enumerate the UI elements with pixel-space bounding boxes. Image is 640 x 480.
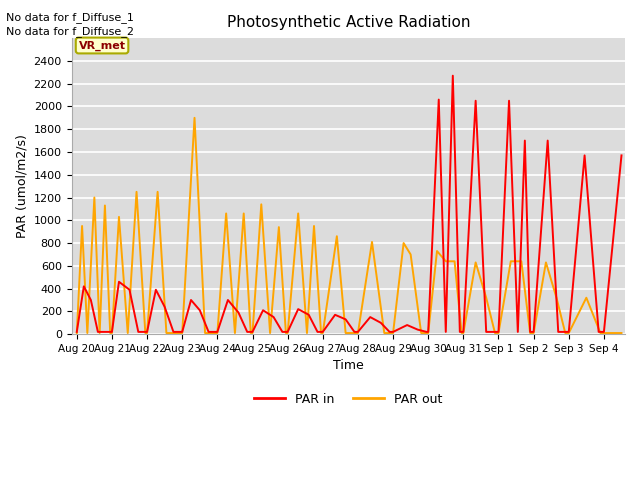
X-axis label: Time: Time (333, 360, 364, 372)
Text: VR_met: VR_met (79, 40, 125, 50)
Title: Photosynthetic Active Radiation: Photosynthetic Active Radiation (227, 15, 470, 30)
Legend: PAR in, PAR out: PAR in, PAR out (249, 388, 448, 411)
Text: No data for f_Diffuse_2: No data for f_Diffuse_2 (6, 26, 134, 37)
Y-axis label: PAR (umol/m2/s): PAR (umol/m2/s) (15, 134, 28, 238)
Text: No data for f_Diffuse_1: No data for f_Diffuse_1 (6, 12, 134, 23)
